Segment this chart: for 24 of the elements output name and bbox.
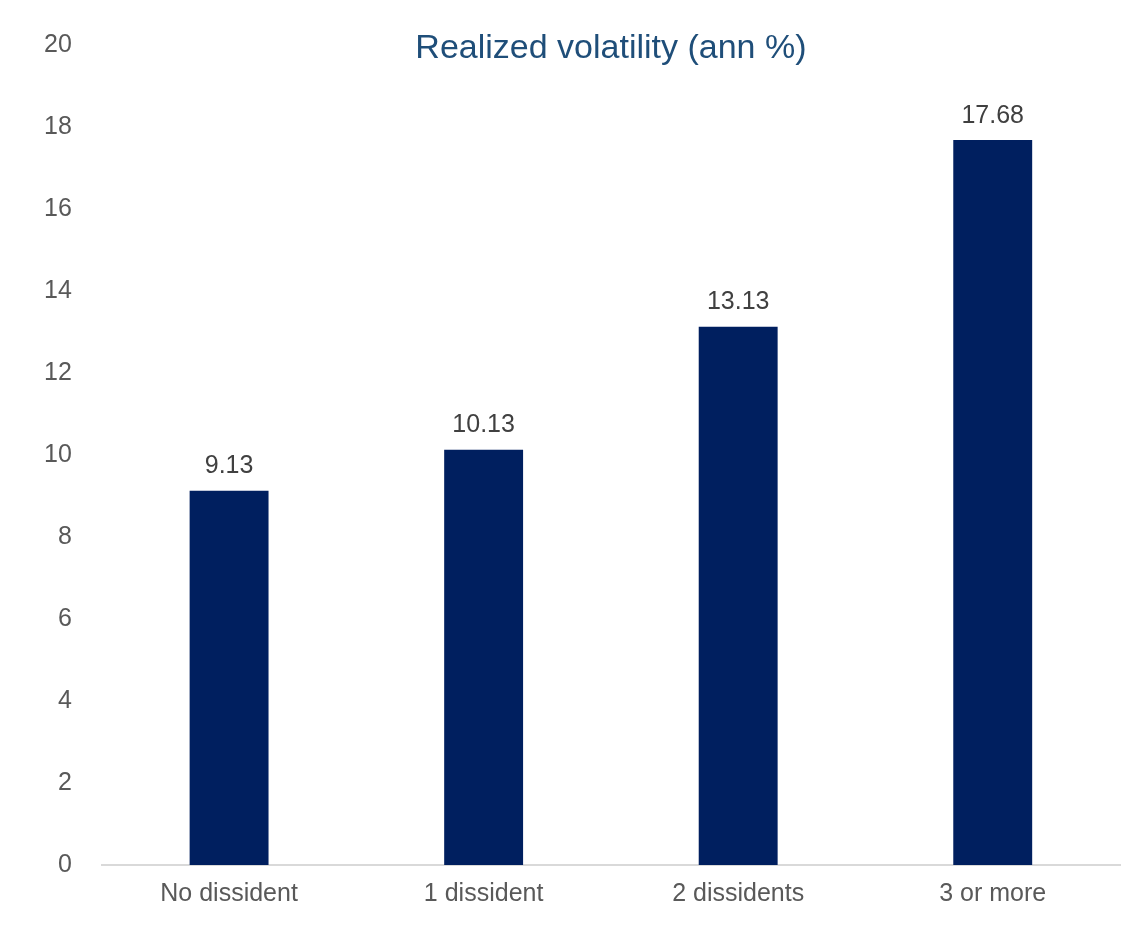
bar: [444, 449, 524, 865]
y-tick-label: 0: [57, 848, 72, 877]
y-tick-label: 12: [44, 356, 72, 385]
x-tick-label: 1 dissident: [423, 877, 544, 906]
x-tick-label: No dissident: [160, 877, 298, 906]
y-tick-label: 18: [44, 110, 72, 139]
bar: [698, 326, 778, 865]
y-tick-label: 16: [44, 192, 72, 221]
y-tick-label: 14: [44, 274, 72, 303]
chart-title: Realized volatility (ann %): [415, 27, 807, 66]
data-label: 10.13: [452, 409, 515, 438]
x-tick-label: 2 dissidents: [672, 877, 805, 906]
y-tick-label: 10: [44, 438, 72, 467]
y-tick-label: 6: [57, 602, 72, 631]
y-tick-label: 8: [57, 520, 72, 549]
y-tick-label: 2: [57, 766, 72, 795]
y-tick-label: 4: [57, 684, 72, 713]
data-label: 9.13: [204, 450, 254, 479]
bar: [953, 140, 1033, 865]
y-tick-label: 20: [44, 28, 72, 57]
data-label: 17.68: [961, 99, 1025, 128]
data-label: 13.13: [706, 286, 770, 315]
bar: [189, 490, 269, 865]
x-tick-label: 3 or more: [939, 877, 1047, 906]
